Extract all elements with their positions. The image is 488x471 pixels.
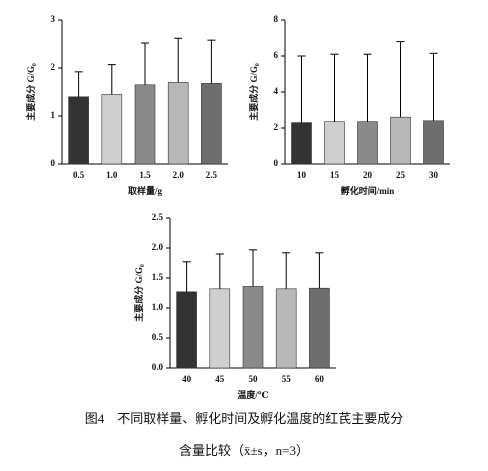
- caption-line: 图4 不同取样量、孵化时间及孵化温度的红芪主要成分: [85, 411, 404, 426]
- bar: [357, 121, 378, 165]
- x-tick-label: 60: [315, 374, 325, 384]
- bar: [309, 287, 330, 369]
- bar: [390, 116, 411, 165]
- y-axis-label: 主要成分 G/G₀: [248, 63, 259, 121]
- y-tick-label: 4: [274, 86, 279, 96]
- x-tick-label: 20: [363, 170, 373, 180]
- y-tick-label: 0.0: [152, 362, 164, 372]
- y-tick-label: 2.5: [152, 212, 164, 222]
- x-axis-label: 孵化时间/min: [341, 185, 395, 196]
- bar: [201, 83, 222, 165]
- x-tick-label: 25: [396, 170, 406, 180]
- y-tick-label: 2: [51, 62, 56, 72]
- bar: [324, 121, 345, 165]
- x-axis-label: 取样量/g: [128, 185, 163, 196]
- y-tick-label: 0: [274, 158, 279, 168]
- y-tick-label: 0: [51, 158, 56, 168]
- x-tick-label: 15: [330, 170, 340, 180]
- y-tick-label: 0.5: [152, 332, 164, 342]
- bar: [167, 82, 189, 165]
- bar: [209, 288, 231, 369]
- x-tick-label: 1.5: [139, 170, 151, 180]
- y-tick-label: 6: [274, 50, 279, 60]
- caption-line: 含量比较（x̄±s，n=3）: [179, 443, 309, 458]
- y-tick-label: 1.5: [152, 272, 164, 282]
- y-axis-label: 主要成分 G/G₀: [133, 264, 144, 322]
- bar: [176, 291, 197, 369]
- bar: [134, 84, 156, 165]
- x-tick-label: 55: [282, 374, 292, 384]
- x-tick-label: 40: [182, 374, 192, 384]
- bar: [242, 286, 264, 369]
- x-tick-label: 50: [249, 374, 259, 384]
- bar: [275, 288, 297, 369]
- x-tick-label: 10: [297, 170, 307, 180]
- x-tick-label: 2.5: [206, 170, 218, 180]
- bar: [68, 96, 89, 165]
- y-tick-label: 1: [51, 110, 56, 120]
- x-tick-label: 2.0: [173, 170, 185, 180]
- bar: [291, 122, 312, 165]
- x-tick-label: 0.5: [73, 170, 85, 180]
- y-tick-label: 3: [51, 14, 56, 24]
- bar: [423, 120, 444, 165]
- x-tick-label: 45: [215, 374, 225, 384]
- x-tick-label: 1.0: [106, 170, 118, 180]
- y-axis-label: 主要成分 G/G₀: [25, 63, 36, 121]
- bar: [101, 94, 123, 165]
- y-tick-label: 2: [274, 122, 279, 132]
- y-tick-label: 8: [274, 14, 279, 24]
- y-tick-label: 2.0: [152, 242, 164, 252]
- x-tick-label: 30: [429, 170, 439, 180]
- y-tick-label: 1.0: [152, 302, 164, 312]
- x-axis-label: 温度/℃: [237, 389, 269, 400]
